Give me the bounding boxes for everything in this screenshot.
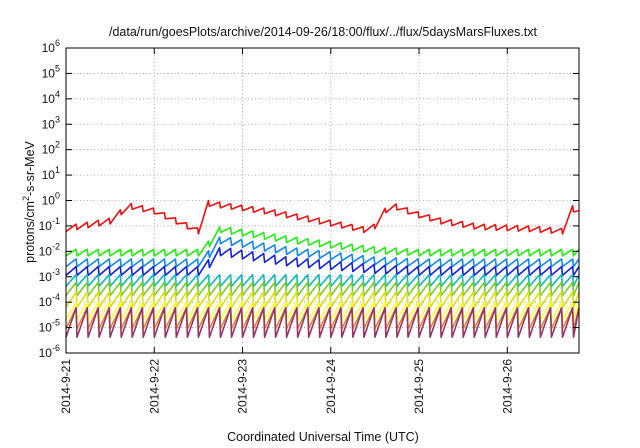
y-tick-label-base: 10: [39, 219, 53, 233]
y-tick-label-exponent: 5: [55, 63, 60, 73]
chart-title: /data/run/goesPlots/archive/2014-09-26/1…: [109, 25, 538, 39]
y-axis-ticks: 10-610-510-410-310-210-11001011021031041…: [39, 38, 579, 360]
x-tick-label: 2014-9-23: [236, 359, 250, 414]
y-tick-label-base: 10: [42, 92, 56, 106]
y-tick-label: 103: [42, 114, 60, 131]
y-tick-label-exponent: -2: [52, 241, 60, 251]
y-tick-label: 10-5: [39, 318, 60, 335]
y-tick-label: 102: [42, 140, 60, 157]
y-tick-label-exponent: 3: [55, 114, 60, 124]
y-tick-label-exponent: 6: [55, 38, 60, 48]
x-axis-label: Coordinated Universal Time (UTC): [227, 430, 419, 444]
y-tick-label-base: 10: [39, 270, 53, 284]
y-tick-label-exponent: -1: [52, 216, 60, 226]
y-tick-label-base: 10: [39, 346, 53, 360]
y-tick-label-exponent: -5: [52, 318, 60, 328]
y-tick-label-base: 10: [39, 244, 53, 258]
y-tick-label-base: 10: [42, 194, 56, 208]
series-line-3: [65, 236, 580, 268]
x-tick-label: 2014-9-24: [324, 359, 338, 414]
x-tick-label: 2014-9-21: [59, 359, 73, 414]
y-axis-label-suffix: -s-sr-MeV: [23, 140, 37, 196]
y-tick-label-base: 10: [42, 117, 56, 131]
series-group: [65, 199, 580, 338]
y-tick-label: 10-3: [39, 267, 60, 284]
y-tick-label-base: 10: [42, 41, 56, 55]
y-tick-label: 100: [42, 191, 60, 208]
series-line-5: [65, 273, 580, 288]
y-tick-label-exponent: 2: [55, 140, 60, 150]
series-line-7: [65, 291, 580, 309]
series-line-2: [65, 226, 580, 257]
y-tick-label: 10-6: [39, 343, 60, 360]
x-tick-label: 2014-9-22: [147, 359, 161, 414]
x-tick-label: 2014-9-26: [500, 359, 514, 414]
y-tick-label: 10-1: [39, 216, 60, 233]
y-tick-label: 105: [42, 63, 60, 80]
series-line-10: [65, 307, 580, 338]
series-line-1: [65, 199, 580, 235]
y-tick-label-exponent: -4: [52, 292, 60, 302]
x-axis-ticks: 2014-9-21 2014-9-22 2014-9-23 2014-9-24 2014…: [59, 48, 514, 414]
y-tick-label-exponent: -6: [52, 343, 60, 353]
y-tick-label: 106: [42, 38, 60, 55]
y-tick-label: 10-2: [39, 241, 60, 258]
y-tick-label-base: 10: [39, 321, 53, 335]
y-tick-label-base: 10: [39, 295, 53, 309]
y-axis-label: protons/cm2-s-sr-MeV: [21, 140, 37, 262]
y-tick-label: 101: [42, 165, 60, 182]
y-tick-label-exponent: 4: [55, 89, 60, 99]
y-tick-label: 104: [42, 89, 60, 106]
series-line-6: [65, 281, 580, 297]
series-line-4: [65, 247, 580, 277]
y-axis-label-exponent: 2: [21, 196, 31, 201]
y-tick-label: 10-4: [39, 292, 60, 309]
x-tick-label: 2014-9-25: [412, 359, 426, 414]
y-tick-label-base: 10: [42, 66, 56, 80]
y-axis-label-base: protons/cm: [23, 201, 37, 263]
y-tick-label-exponent: 0: [55, 191, 60, 201]
y-tick-label-base: 10: [42, 143, 56, 157]
y-tick-label-base: 10: [42, 168, 56, 182]
y-tick-label-exponent: 1: [55, 165, 60, 175]
y-tick-label-exponent: -3: [52, 267, 60, 277]
